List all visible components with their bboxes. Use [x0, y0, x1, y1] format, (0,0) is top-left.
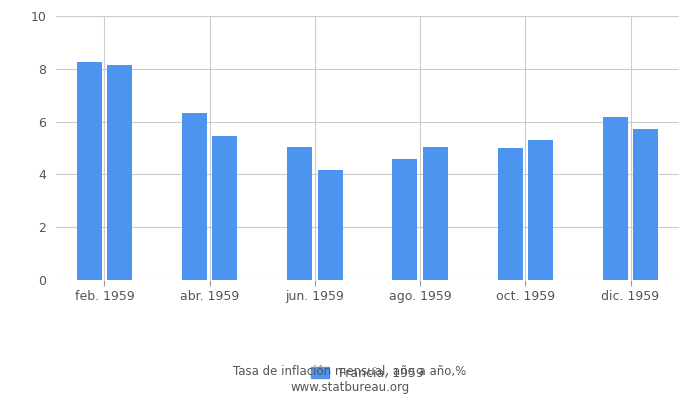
Bar — [107, 65, 132, 280]
Text: www.statbureau.org: www.statbureau.org — [290, 382, 410, 394]
Bar — [498, 148, 523, 280]
Bar — [393, 159, 417, 280]
Bar — [423, 147, 448, 280]
Bar — [77, 62, 102, 280]
Bar — [634, 129, 658, 280]
Bar — [182, 113, 207, 280]
Bar — [212, 136, 237, 280]
Legend: Francia, 1959: Francia, 1959 — [306, 362, 429, 385]
Bar — [287, 147, 312, 280]
Text: Tasa de inflación mensual, año a año,%: Tasa de inflación mensual, año a año,% — [233, 366, 467, 378]
Bar — [528, 140, 553, 280]
Bar — [318, 170, 342, 280]
Bar — [603, 117, 628, 280]
